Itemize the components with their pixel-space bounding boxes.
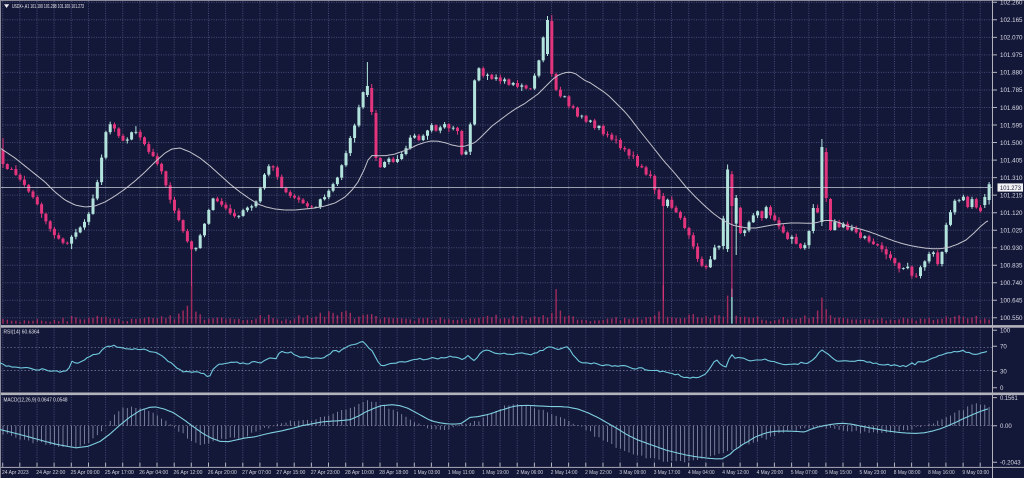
svg-text:4 May 12:00: 4 May 12:00 — [722, 470, 749, 476]
svg-text:3 May 09:00: 3 May 09:00 — [619, 470, 646, 476]
svg-text:1 May 11:00: 1 May 11:00 — [448, 470, 475, 476]
svg-text:101.975: 101.975 — [1000, 52, 1023, 59]
svg-text:27 Apr 15:00: 27 Apr 15:00 — [276, 470, 305, 476]
svg-text:26 Apr 12:00: 26 Apr 12:00 — [174, 470, 203, 476]
svg-text:2 May 14:00: 2 May 14:00 — [551, 470, 578, 476]
svg-text:27 Apr 07:00: 27 Apr 07:00 — [242, 470, 271, 476]
svg-text:0.00: 0.00 — [1000, 423, 1012, 430]
svg-text:26 Apr 20:00: 26 Apr 20:00 — [208, 470, 237, 476]
svg-text:8 May 16:00: 8 May 16:00 — [928, 470, 955, 476]
svg-text:USDX+,H1 101.190 101.288 101.1: USDX+,H1 101.190 101.288 101.165 101.273 — [12, 4, 84, 10]
svg-text:5 May 23:00: 5 May 23:00 — [860, 470, 887, 476]
svg-text:-0.2043: -0.2043 — [1000, 460, 1021, 467]
svg-text:102.260: 102.260 — [1000, 0, 1023, 7]
svg-text:101.500: 101.500 — [1000, 140, 1023, 147]
svg-text:102.070: 102.070 — [1000, 35, 1023, 42]
svg-text:2 May 06:00: 2 May 06:00 — [517, 470, 544, 476]
svg-text:9 May 03:00: 9 May 03:00 — [962, 470, 989, 476]
svg-text:101.595: 101.595 — [1000, 122, 1023, 129]
svg-text:26 Apr 04:00: 26 Apr 04:00 — [139, 470, 168, 476]
svg-text:100.835: 100.835 — [1000, 263, 1023, 270]
svg-text:100: 100 — [1000, 328, 1011, 335]
svg-text:27 Apr 23:00: 27 Apr 23:00 — [311, 470, 340, 476]
svg-text:101.880: 101.880 — [1000, 70, 1023, 77]
svg-text:4 May 04:00: 4 May 04:00 — [688, 470, 715, 476]
svg-text:1 May 03:00: 1 May 03:00 — [414, 470, 441, 476]
svg-text:RSI(14) 60.6364: RSI(14) 60.6364 — [4, 330, 40, 336]
svg-text:25 Apr 09:00: 25 Apr 09:00 — [71, 470, 100, 476]
svg-text:5 May 15:00: 5 May 15:00 — [825, 470, 852, 476]
svg-text:100.740: 100.740 — [1000, 280, 1023, 287]
svg-text:101.120: 101.120 — [1000, 210, 1023, 217]
svg-text:101.690: 101.690 — [1000, 105, 1023, 112]
svg-text:24 Apr 2023: 24 Apr 2023 — [2, 470, 29, 476]
svg-text:MACD(12,26,9) 0.0647 0.0548: MACD(12,26,9) 0.0647 0.0548 — [4, 398, 68, 404]
svg-text:101.785: 101.785 — [1000, 87, 1023, 94]
svg-text:101.310: 101.310 — [1000, 175, 1023, 182]
svg-text:28 Apr 10:00: 28 Apr 10:00 — [345, 470, 374, 476]
svg-text:4 May 20:00: 4 May 20:00 — [757, 470, 784, 476]
svg-text:101.215: 101.215 — [1000, 192, 1023, 199]
svg-text:101.025: 101.025 — [1000, 228, 1023, 235]
svg-text:2 May 22:00: 2 May 22:00 — [585, 470, 612, 476]
svg-text:0: 0 — [1000, 385, 1004, 392]
svg-text:70: 70 — [1000, 344, 1007, 351]
svg-text:100.645: 100.645 — [1000, 298, 1023, 305]
svg-text:24 Apr 22:00: 24 Apr 22:00 — [36, 470, 65, 476]
svg-text:100.550: 100.550 — [1000, 315, 1023, 322]
svg-text:28 Apr 18:00: 28 Apr 18:00 — [379, 470, 408, 476]
svg-text:30: 30 — [1000, 369, 1007, 376]
svg-text:3 May 17:00: 3 May 17:00 — [654, 470, 681, 476]
svg-text:102.165: 102.165 — [1000, 17, 1023, 24]
svg-text:8 May 08:00: 8 May 08:00 — [894, 470, 921, 476]
svg-text:5 May 07:00: 5 May 07:00 — [791, 470, 818, 476]
svg-text:25 Apr 17:00: 25 Apr 17:00 — [105, 470, 134, 476]
svg-text:101.273: 101.273 — [1000, 185, 1021, 192]
svg-text:0.1561: 0.1561 — [1000, 395, 1018, 402]
svg-text:100.930: 100.930 — [1000, 245, 1023, 252]
svg-text:1 May 19:00: 1 May 19:00 — [482, 470, 509, 476]
svg-text:101.405: 101.405 — [1000, 157, 1023, 164]
